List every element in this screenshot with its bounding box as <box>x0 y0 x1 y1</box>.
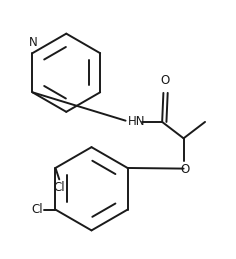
Text: O: O <box>160 74 170 87</box>
Text: HN: HN <box>128 116 146 128</box>
Text: O: O <box>180 163 190 176</box>
Text: Cl: Cl <box>31 203 43 216</box>
Text: Cl: Cl <box>53 181 65 194</box>
Text: N: N <box>29 37 38 49</box>
